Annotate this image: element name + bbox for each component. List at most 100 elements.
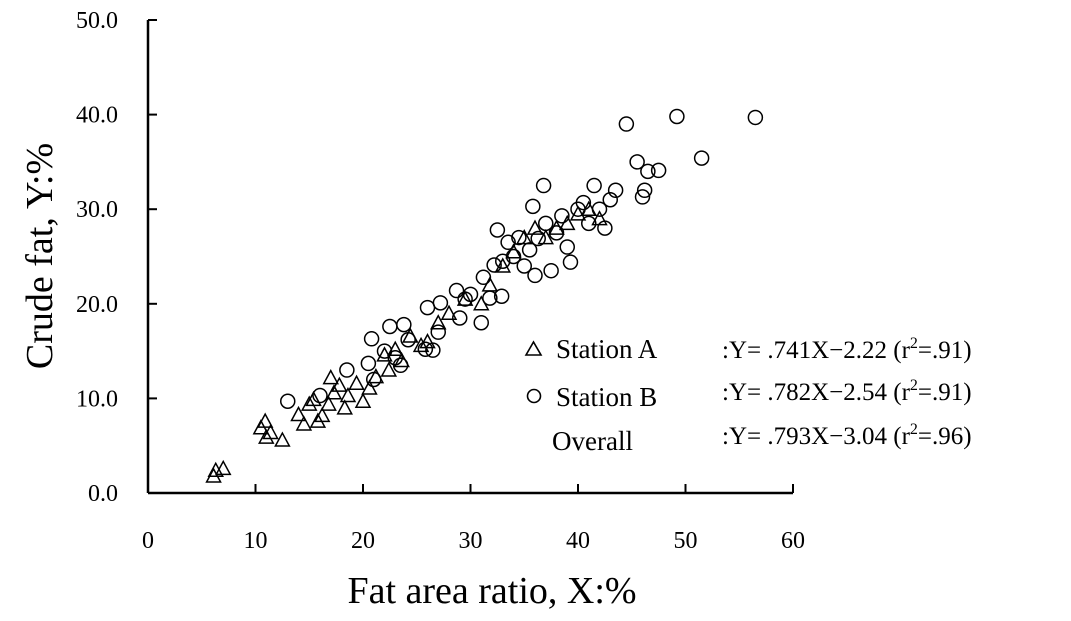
data-point-station-b <box>543 262 559 279</box>
data-point-station-b <box>575 194 592 211</box>
data-point-station-b <box>634 189 651 205</box>
data-point-station-a <box>440 304 458 321</box>
series-station-a <box>205 200 608 483</box>
x-tick-label: 30 <box>459 528 483 554</box>
data-point-station-b <box>669 108 685 125</box>
legend-overall-label: Overall <box>552 426 633 456</box>
data-point-station-a <box>494 257 512 273</box>
legend-circle-marker <box>526 388 542 404</box>
data-point-station-a <box>569 205 587 221</box>
data-point-station-b <box>482 290 498 306</box>
data-point-station-a <box>274 431 291 447</box>
x-tick-label: 60 <box>781 528 805 554</box>
data-point-station-b <box>591 201 608 217</box>
x-tick-label: 10 <box>244 528 268 554</box>
data-point-station-b <box>417 341 434 357</box>
data-point-station-b <box>457 291 473 307</box>
data-point-station-b <box>693 150 710 166</box>
x-tick-label: 50 <box>674 528 698 554</box>
data-point-station-b <box>280 393 296 409</box>
data-point-station-b <box>419 299 436 316</box>
data-point-station-b <box>607 182 624 199</box>
data-point-station-b <box>516 258 532 274</box>
data-point-station-a <box>412 336 430 353</box>
y-axis-title: Crude fat, Y:% <box>19 143 61 369</box>
data-point-station-a <box>526 219 544 235</box>
data-point-station-a <box>380 361 398 377</box>
data-point-station-b <box>636 182 653 199</box>
y-tick-label: 50.0 <box>76 8 118 34</box>
data-point-station-a <box>325 384 343 400</box>
legend-station-a-label: Station A <box>556 334 658 364</box>
data-point-station-a <box>320 395 337 411</box>
data-point-station-b <box>581 215 597 232</box>
data-point-station-b <box>602 191 618 208</box>
data-point-station-b <box>475 269 492 286</box>
data-point-station-b <box>495 253 511 269</box>
data-point-station-b <box>493 288 510 304</box>
data-point-station-b <box>473 314 489 331</box>
data-point-station-a <box>295 415 313 431</box>
data-point-station-a <box>456 290 474 306</box>
legend-overall-equation: :Y= .793X−3.04 (r2=.96) <box>722 421 972 450</box>
y-tick-label: 20.0 <box>76 292 118 318</box>
data-point-station-b <box>559 239 575 255</box>
data-point-station-a <box>331 376 348 392</box>
data-point-station-b <box>312 387 328 404</box>
data-point-station-a <box>515 228 533 245</box>
data-point-station-b <box>382 318 398 335</box>
data-point-station-b <box>521 242 538 258</box>
data-point-station-b <box>486 257 502 273</box>
data-point-station-a <box>429 314 447 330</box>
data-point-station-b <box>505 248 522 265</box>
data-point-station-b <box>538 215 554 232</box>
data-point-station-b <box>360 355 377 372</box>
data-point-station-a <box>322 369 340 385</box>
data-point-station-b <box>535 177 552 194</box>
data-point-station-a <box>205 467 222 483</box>
x-axis-ticks: 0 10 20 30 40 50 60 <box>142 484 805 554</box>
data-point-station-b <box>525 198 541 215</box>
y-tick-label: 10.0 <box>76 386 118 412</box>
data-point-station-a <box>361 379 378 395</box>
data-point-station-b <box>400 331 416 348</box>
data-point-station-a <box>348 374 365 391</box>
data-point-station-b <box>562 254 579 270</box>
legend: Station A :Y= .741X−2.22 (r2=.91) Statio… <box>524 334 972 456</box>
data-point-station-a <box>305 390 322 407</box>
series-station-b <box>280 108 764 409</box>
data-point-station-b <box>425 342 441 358</box>
data-point-station-b <box>396 316 412 333</box>
y-tick-label: 0.0 <box>88 481 118 507</box>
legend-triangle-marker <box>524 340 543 356</box>
x-tick-label: 40 <box>566 528 590 554</box>
y-tick-label: 30.0 <box>76 197 118 223</box>
data-point-station-b <box>548 225 565 241</box>
x-tick-label: 0 <box>142 528 154 554</box>
y-axis-ticks: 0.0 10.0 20.0 30.0 40.0 50.0 <box>76 8 157 507</box>
data-point-station-b <box>500 234 516 251</box>
data-point-station-b <box>629 154 645 170</box>
data-point-station-a <box>354 392 372 408</box>
data-point-station-b <box>489 222 506 238</box>
data-point-station-b <box>527 267 543 284</box>
data-point-station-b <box>432 295 449 311</box>
data-point-station-b <box>339 362 355 378</box>
data-point-station-b <box>530 230 546 247</box>
data-point-station-a <box>262 423 279 440</box>
data-point-station-a <box>339 386 357 403</box>
data-point-station-b <box>511 229 527 246</box>
data-point-station-b <box>747 109 764 126</box>
data-point-station-b <box>650 162 667 179</box>
data-point-station-b <box>430 324 446 340</box>
legend-station-b-label: Station B <box>556 382 657 412</box>
data-point-station-a <box>336 399 353 415</box>
legend-station-a-equation: :Y= .741X−2.22 (r2=.91) <box>722 335 972 364</box>
data-point-station-a <box>290 405 307 422</box>
data-point-station-b <box>366 371 382 388</box>
data-point-station-b <box>448 282 465 299</box>
data-point-station-a <box>313 406 331 423</box>
data-point-station-b <box>462 286 479 303</box>
data-point-station-b <box>618 116 635 132</box>
